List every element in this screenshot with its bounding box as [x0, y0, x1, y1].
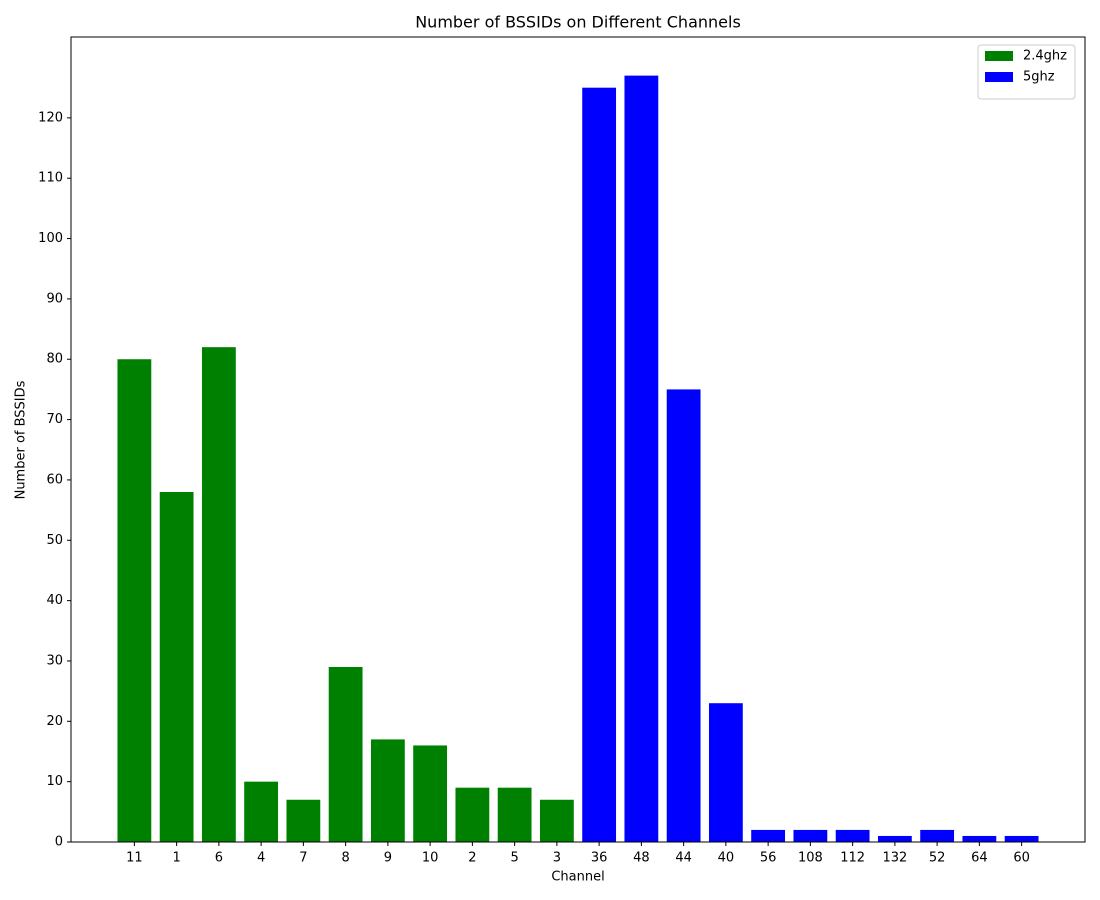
x-tick-label: 60 — [1013, 851, 1030, 866]
x-tick-label: 132 — [882, 851, 907, 866]
bar — [1004, 835, 1039, 842]
bar — [413, 745, 448, 842]
bar — [666, 389, 701, 842]
y-tick-label: 110 — [38, 171, 63, 186]
y-tick-label: 20 — [46, 714, 63, 729]
x-tick-label: 52 — [929, 851, 946, 866]
bar — [370, 739, 405, 842]
y-tick-label: 60 — [46, 472, 63, 487]
x-tick-label: 4 — [257, 851, 265, 866]
legend-swatch — [985, 72, 1013, 82]
bar — [117, 359, 152, 842]
bar — [920, 829, 955, 842]
y-tick-label: 40 — [46, 593, 63, 608]
x-tick-label: 2 — [468, 851, 476, 866]
y-tick-label: 70 — [46, 412, 63, 427]
y-tick-label: 80 — [46, 352, 63, 367]
x-tick-label: 5 — [510, 851, 518, 866]
bar — [286, 799, 321, 842]
x-tick-label: 10 — [422, 851, 439, 866]
x-tick-label: 56 — [760, 851, 777, 866]
x-tick-label: 9 — [384, 851, 392, 866]
bar — [708, 703, 743, 842]
bar — [624, 75, 659, 843]
legend-swatch — [985, 51, 1013, 61]
bar — [877, 835, 912, 842]
y-tick-label: 120 — [38, 110, 63, 125]
x-tick-label: 6 — [215, 851, 223, 866]
x-tick-label: 3 — [553, 851, 561, 866]
x-tick-label: 36 — [591, 851, 608, 866]
x-tick-label: 8 — [341, 851, 349, 866]
x-tick-label: 48 — [633, 851, 650, 866]
bar — [159, 492, 194, 842]
x-tick-label: 1 — [172, 851, 180, 866]
y-tick-label: 10 — [46, 774, 63, 789]
bar — [455, 787, 490, 842]
legend-label: 5ghz — [1023, 70, 1055, 85]
x-tick-label: 108 — [798, 851, 823, 866]
y-axis-label: Number of BSSIDs — [14, 380, 29, 499]
chart-title: Number of BSSIDs on Different Channels — [415, 13, 741, 32]
x-tick-label: 44 — [675, 851, 692, 866]
bar — [582, 87, 617, 843]
bar — [497, 787, 532, 842]
bar — [793, 829, 828, 842]
bar — [328, 667, 363, 842]
bar — [201, 347, 236, 842]
bar — [835, 829, 870, 842]
x-tick-label: 64 — [971, 851, 988, 866]
y-tick-label: 90 — [46, 291, 63, 306]
x-tick-label: 40 — [718, 851, 735, 866]
y-tick-label: 30 — [46, 653, 63, 668]
x-axis-label: Channel — [551, 870, 604, 885]
x-tick-label: 11 — [126, 851, 143, 866]
bar — [244, 781, 279, 842]
y-tick-label: 50 — [46, 533, 63, 548]
bar — [539, 799, 574, 842]
x-tick-label: 112 — [840, 851, 865, 866]
bar — [751, 829, 786, 842]
legend-label: 2.4ghz — [1023, 49, 1067, 64]
bar — [962, 835, 997, 842]
plot-frame — [70, 36, 1086, 843]
y-tick-label: 100 — [38, 231, 63, 246]
y-tick-label: 0 — [55, 835, 63, 850]
x-tick-label: 7 — [299, 851, 307, 866]
